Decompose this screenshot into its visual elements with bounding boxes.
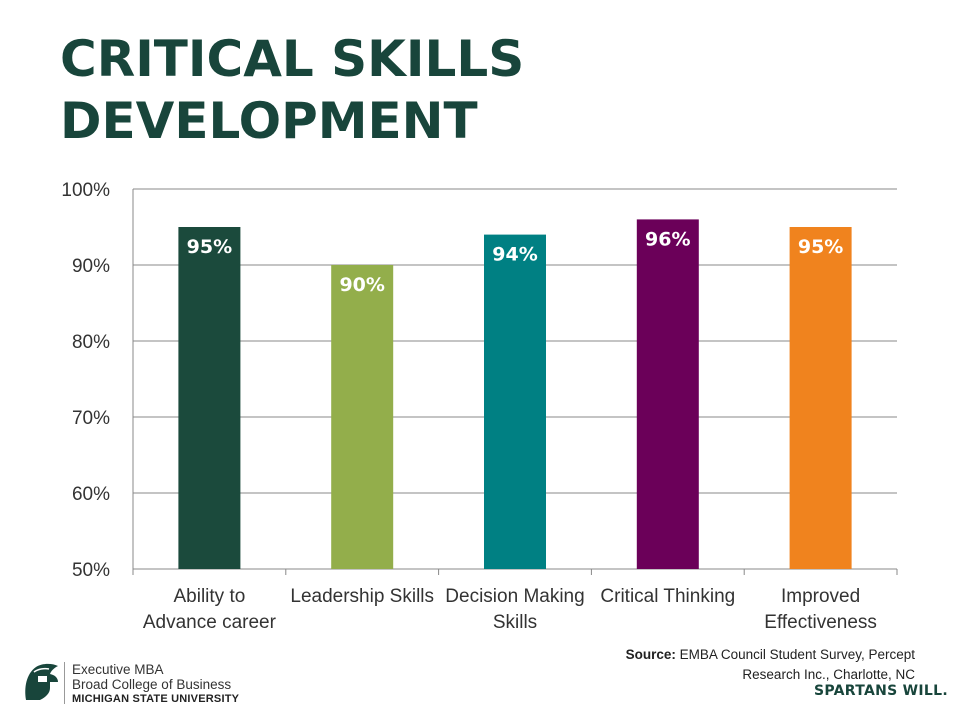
tagline: SPARTANS WILL. xyxy=(813,683,948,699)
x-tick-label: Advance career xyxy=(143,612,277,633)
x-tick-label: Skills xyxy=(493,612,537,633)
bar xyxy=(484,234,546,569)
y-tick-label: 100% xyxy=(61,180,110,201)
data-label: 95% xyxy=(187,236,232,258)
title-line-2: DEVELOPMENT xyxy=(60,92,478,150)
footer-branding: Executive MBA Broad College of Business … xyxy=(72,662,239,707)
x-tick-label: Leadership Skills xyxy=(290,586,434,607)
bar-chart: 50% 60% 70% 80% 90% 100% 95% Ability to Advance … xyxy=(61,180,898,633)
data-label: 90% xyxy=(339,274,384,296)
page-title: CRITICAL SKILLS DEVELOPMENT xyxy=(60,28,524,152)
university-name: MICHIGAN STATE UNIVERSITY xyxy=(72,693,240,705)
y-tick-label: 50% xyxy=(72,560,110,581)
spartan-helmet-icon xyxy=(25,663,58,700)
data-label: 95% xyxy=(798,236,843,258)
title-line-1: CRITICAL SKILLS xyxy=(60,30,525,88)
y-tick-label: 80% xyxy=(72,332,110,353)
source-label: Source: xyxy=(625,647,676,662)
bar xyxy=(636,219,699,569)
x-tick-label: Critical Thinking xyxy=(600,586,735,607)
y-tick-label: 70% xyxy=(72,408,110,429)
data-label: 96% xyxy=(645,228,690,250)
college-name: Broad College of Business xyxy=(72,677,232,692)
source-text-line-2: Research Inc., Charlotte, NC xyxy=(742,667,915,682)
program-name: Executive MBA xyxy=(72,662,164,677)
footer-divider xyxy=(64,662,65,704)
y-tick-label: 90% xyxy=(72,256,110,277)
x-tick-label: Decision Making xyxy=(445,586,584,607)
y-tick-label: 60% xyxy=(72,484,110,505)
x-tick-label: Effectiveness xyxy=(764,612,877,633)
bar xyxy=(178,227,241,569)
x-tick-label: Ability to xyxy=(173,586,245,607)
bar xyxy=(789,227,852,569)
data-label: 94% xyxy=(492,244,537,266)
source-note: Source: EMBA Council Student Survey, Per… xyxy=(626,645,915,685)
x-tick-label: Improved xyxy=(781,586,860,607)
source-text-line-1: EMBA Council Student Survey, Percept xyxy=(675,647,915,662)
bar xyxy=(331,265,394,569)
